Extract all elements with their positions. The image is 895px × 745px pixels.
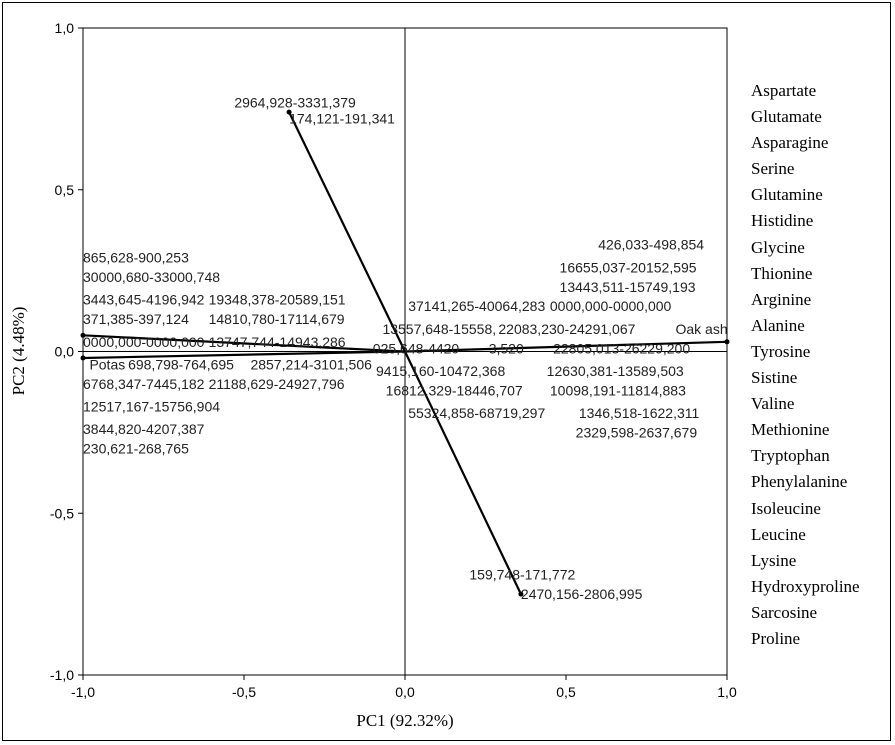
loading-vector xyxy=(82,350,406,360)
legend-item: Tryptophan xyxy=(751,446,830,466)
x-axis-ticks: -1,0 -0,5 0,0 0,5 1,0 xyxy=(71,675,737,700)
point-label: 30000,680-33000,748 xyxy=(83,269,220,285)
x-tick-label: 1,0 xyxy=(717,684,737,700)
point-label: 0000,000-0000,000 xyxy=(550,298,672,314)
vector-endpoint xyxy=(286,109,292,115)
vector-endpoint xyxy=(724,339,730,345)
legend-item: Proline xyxy=(751,628,801,648)
legend-item: Isoleucine xyxy=(751,498,821,518)
loading-vectors xyxy=(80,109,730,597)
legend-item: Hydroxyproline xyxy=(751,576,860,596)
point-label: 12630,381-13589,503 xyxy=(547,363,684,379)
point-label: 16812,329-18446,707 xyxy=(386,382,523,398)
loading-vector xyxy=(404,340,728,353)
y-tick-label: 0,5 xyxy=(55,182,75,198)
legend-item: Valine xyxy=(751,394,795,414)
point-label: 025,648-4420 xyxy=(373,340,460,356)
point-label: 10098,191-11814,883 xyxy=(550,382,686,398)
y-tick-label: 1,0 xyxy=(55,20,75,36)
point-label: 3443,645-4196,942 xyxy=(83,292,205,308)
point-label: 9415,160-10472,368 xyxy=(376,363,505,379)
vector-endpoint xyxy=(518,591,524,597)
point-label: 1346,518-1622,311 xyxy=(579,405,700,421)
point-label: 13443,511-15749,193 xyxy=(560,279,696,295)
y-tick-label: -1,0 xyxy=(50,667,74,683)
point-label: 174,121-191,341 xyxy=(289,111,395,127)
legend-item: Aspartate xyxy=(751,81,817,100)
point-label: 0000,000-0000,000 xyxy=(83,334,205,350)
legend-item: Tyrosine xyxy=(751,341,811,361)
loading-vector xyxy=(404,351,522,595)
point-label: 13557,648-15558, xyxy=(382,321,496,337)
point-label: 16655,037-20152,595 xyxy=(560,259,697,275)
point-label: 865,628-900,253 xyxy=(83,250,189,266)
legend-item: Methionine xyxy=(751,420,830,440)
point-label: 3,520 xyxy=(489,340,524,356)
legend-item: Phenylalanine xyxy=(751,472,848,492)
legend-item: Serine xyxy=(751,159,795,179)
point-label: 2470,156-2806,995 xyxy=(521,586,643,602)
x-tick-label: 0,5 xyxy=(556,684,576,700)
legend-item: Histidine xyxy=(751,211,814,231)
legend-item: Glutamine xyxy=(751,185,823,205)
y-axis-ticks: 1,0 0,5 0,0 -0,5 -1,0 xyxy=(50,20,83,683)
point-label: 22083,230-24291,067 xyxy=(498,321,635,337)
point-label: 426,033-498,854 xyxy=(598,237,704,253)
point-label: 6768,347-7445,182 xyxy=(83,376,205,392)
x-axis-title: PC1 (92.32%) xyxy=(356,711,453,730)
legend-item: Leucine xyxy=(751,524,806,544)
loading-vector xyxy=(288,111,406,352)
legend: Aspartate Glutamate Asparagine Serine Glutam… xyxy=(751,78,860,652)
point-label: 2964,928-3331,379 xyxy=(234,94,356,110)
point-label: 698,798-764,695 xyxy=(128,356,234,372)
point-label: 371,385-397,124 xyxy=(83,311,189,327)
point-label: 22805,013-26229,200 xyxy=(553,340,690,356)
point-label: 14810,780-17114,679 xyxy=(209,311,345,327)
point-label: 21188,629-24927,796 xyxy=(209,376,345,392)
y-tick-label: -0,5 xyxy=(50,505,74,521)
x-tick-label: -1,0 xyxy=(71,684,95,700)
point-label: 2857,214-3101,506 xyxy=(250,356,372,372)
legend-item: Alanine xyxy=(751,315,805,335)
legend-item: Glycine xyxy=(751,237,805,257)
point-label: 37141,265-40064,283 xyxy=(408,298,545,314)
x-tick-label: -0,5 xyxy=(232,684,256,700)
legend-item: Asparagine xyxy=(751,133,829,153)
legend-item: Arginine xyxy=(751,289,812,309)
legend-item: Glutamate xyxy=(751,107,822,127)
legend-item: Sarcosine xyxy=(751,602,818,622)
point-label: 55324,858-68719,297 xyxy=(408,405,545,421)
point-label: 3844,820-4207,387 xyxy=(83,421,205,437)
x-tick-label: 0,0 xyxy=(395,684,415,700)
vector-endpoint xyxy=(80,355,86,361)
point-label: 2329,598-2637,679 xyxy=(576,424,698,440)
legend-item: Thionine xyxy=(751,263,813,283)
point-label: Potas xyxy=(89,356,125,372)
point-label: 19348,378-20589,151 xyxy=(209,292,346,308)
point-label: 230,621-268,765 xyxy=(83,441,189,457)
point-label: 13747,744-14943,286 xyxy=(209,334,346,350)
legend-item: Sistine xyxy=(751,368,798,388)
point-label: 12517,167-15756,904 xyxy=(83,398,220,414)
vector-endpoint xyxy=(80,332,86,338)
point-label: 159,748-171,772 xyxy=(469,567,575,583)
y-axis-title: PC2 (4.48%) xyxy=(9,307,28,396)
loading-vector xyxy=(82,334,406,353)
point-label: Oak ash xyxy=(675,321,727,337)
y-tick-label: 0,0 xyxy=(55,344,75,360)
legend-item: Lysine xyxy=(751,550,797,570)
